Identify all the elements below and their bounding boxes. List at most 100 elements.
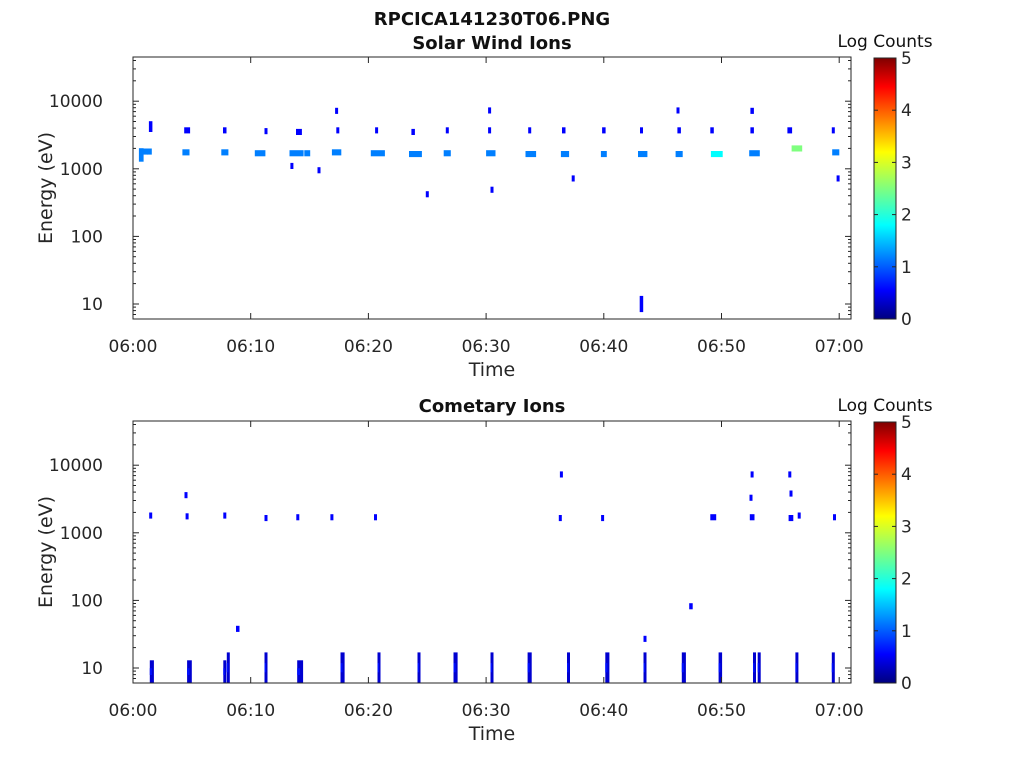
solar-wind-count-cell (317, 167, 321, 174)
solar-wind-colorbar-tick-label: 4 (901, 101, 912, 121)
solar-wind-count-cell (254, 150, 266, 157)
cometary-low-energy-bar (297, 660, 304, 683)
solar-wind-count-cell (560, 151, 570, 158)
cometary-low-energy-bar-highlight (340, 663, 343, 673)
cometary-colorbar-label: Log Counts (837, 396, 932, 416)
cometary-x-ticks: 06:00 06:10 06:20 06:30 06:40 06:50 07:00 (109, 421, 864, 721)
solar-wind-count-cell (445, 127, 449, 134)
cometary-low-energy-bar-highlight (757, 663, 760, 673)
cometary-colorbar-ticks: 0 1 2 3 4 5 (874, 413, 912, 694)
cometary-count-cell (788, 471, 792, 478)
solar-wind-title: Solar Wind Ions (412, 33, 571, 54)
solar-wind-count-cell (749, 150, 760, 157)
cometary-low-energy-bar-highlight (417, 663, 419, 673)
cometary-x-tick-label: 06:50 (697, 701, 746, 721)
cometary-count-cell (789, 490, 793, 497)
solar-wind-count-cell (141, 148, 148, 155)
cometary-low-energy-bar-highlight (643, 663, 645, 673)
cometary-low-energy-bar-highlight (453, 663, 456, 673)
solar-wind-x-tick-label: 06:00 (109, 337, 158, 357)
solar-wind-count-cell (639, 295, 644, 313)
cometary-count-cell (689, 603, 693, 610)
solar-wind-y-tick-label: 1000 (60, 160, 103, 180)
cometary-heatmap (149, 471, 836, 683)
solar-wind-count-cell (425, 191, 429, 198)
cometary-count-cell (149, 512, 153, 519)
solar-wind-count-cell (676, 107, 680, 114)
cometary-y-ticks: 10 100 1000 10000 (49, 424, 851, 684)
cometary-count-cell (833, 514, 836, 521)
cometary-low-energy-bar-highlight (831, 663, 834, 673)
solar-wind-count-cell (528, 127, 532, 134)
solar-wind-x-tick-label: 06:10 (226, 337, 275, 357)
cometary-low-energy-bar-highlight (226, 663, 229, 673)
solar-wind-count-cell (264, 128, 268, 135)
solar-wind-x-tick-label: 06:30 (462, 337, 511, 357)
cometary-count-cell (749, 514, 755, 521)
cometary-low-energy-bar-highlight (264, 663, 266, 673)
solar-wind-count-cell (409, 151, 422, 158)
solar-wind-colorbar-ticks: 0 1 2 3 4 5 (874, 49, 912, 330)
solar-wind-count-cell (525, 151, 537, 158)
cometary-y-tick-label: 1000 (60, 524, 103, 544)
solar-wind-count-cell (375, 127, 379, 134)
solar-wind-x-tick-label: 06:20 (344, 337, 393, 357)
solar-wind-count-cell (677, 127, 681, 134)
solar-wind-colorbar-tick-label: 3 (901, 153, 912, 173)
solar-wind-y-tick-label: 100 (71, 227, 103, 247)
cometary-y-label: Energy (eV) (35, 496, 57, 608)
solar-wind-count-cell (331, 149, 342, 156)
solar-wind-count-cell (296, 128, 302, 135)
solar-wind-count-cell (710, 127, 714, 134)
cometary-low-energy-bar-highlight (187, 668, 190, 675)
cometary-count-cell (788, 515, 794, 522)
solar-wind-axes-frame (132, 56, 852, 320)
solar-wind-y-tick-label: 10000 (49, 92, 103, 112)
cometary-count-cell (749, 494, 753, 501)
cometary-low-energy-bar-highlight (377, 663, 379, 673)
solar-wind-colorbar-gradient (873, 57, 897, 320)
solar-wind-count-cell (750, 127, 754, 134)
cometary-x-tick-label: 06:00 (109, 701, 158, 721)
solar-wind-count-cell (148, 121, 153, 132)
cometary-colorbar-tick-label: 3 (901, 517, 912, 537)
solar-wind-count-cell (490, 186, 494, 193)
cometary-x-tick-label: 06:20 (344, 701, 393, 721)
solar-wind-count-cell (832, 149, 840, 156)
cometary-count-cell (710, 514, 717, 521)
solar-wind-y-ticks: 10 100 1000 10000 (49, 60, 851, 320)
solar-wind-count-cell (289, 150, 304, 157)
solar-wind-x-tick-label: 06:50 (697, 337, 746, 357)
solar-wind-colorbar-tick-label: 2 (901, 206, 912, 226)
cometary-colorbar-tick-label: 0 (901, 674, 912, 694)
cometary-count-cell (296, 514, 300, 521)
solar-wind-count-cell (335, 107, 339, 114)
cometary-y-tick-label: 100 (71, 591, 103, 611)
solar-wind-y-label: Energy (eV) (35, 132, 57, 244)
cometary-colorbar-tick-label: 2 (901, 570, 912, 590)
solar-wind-count-cell (411, 128, 415, 135)
cometary-axes-frame (132, 420, 852, 684)
cometary-count-cell (236, 625, 240, 632)
solar-wind-count-cell (571, 175, 575, 182)
cometary-count-cell (643, 635, 647, 642)
solar-wind-y-tick-label: 10 (81, 295, 103, 315)
cometary-low-energy-bar-highlight (605, 663, 608, 673)
cometary-low-energy-bar-highlight (223, 668, 225, 675)
solar-wind-count-cell (750, 107, 754, 114)
cometary-colorbar-gradient (873, 421, 897, 684)
cometary-colorbar-tick-label: 1 (901, 622, 912, 642)
solar-wind-count-cell (147, 148, 152, 155)
cometary-x-tick-label: 06:10 (226, 701, 275, 721)
cometary-y-tick-label: 10 (81, 659, 103, 679)
cometary-count-cell (750, 471, 754, 478)
cometary-count-cell (264, 515, 268, 522)
solar-wind-count-cell (486, 150, 496, 157)
solar-wind-colorbar: Log Counts 0 1 2 3 4 5 (837, 32, 932, 330)
solar-wind-count-cell (602, 127, 606, 134)
cometary-low-energy-bar-highlight (795, 663, 797, 673)
solar-wind-count-cell (443, 150, 451, 157)
solar-wind-count-cell (221, 149, 229, 156)
